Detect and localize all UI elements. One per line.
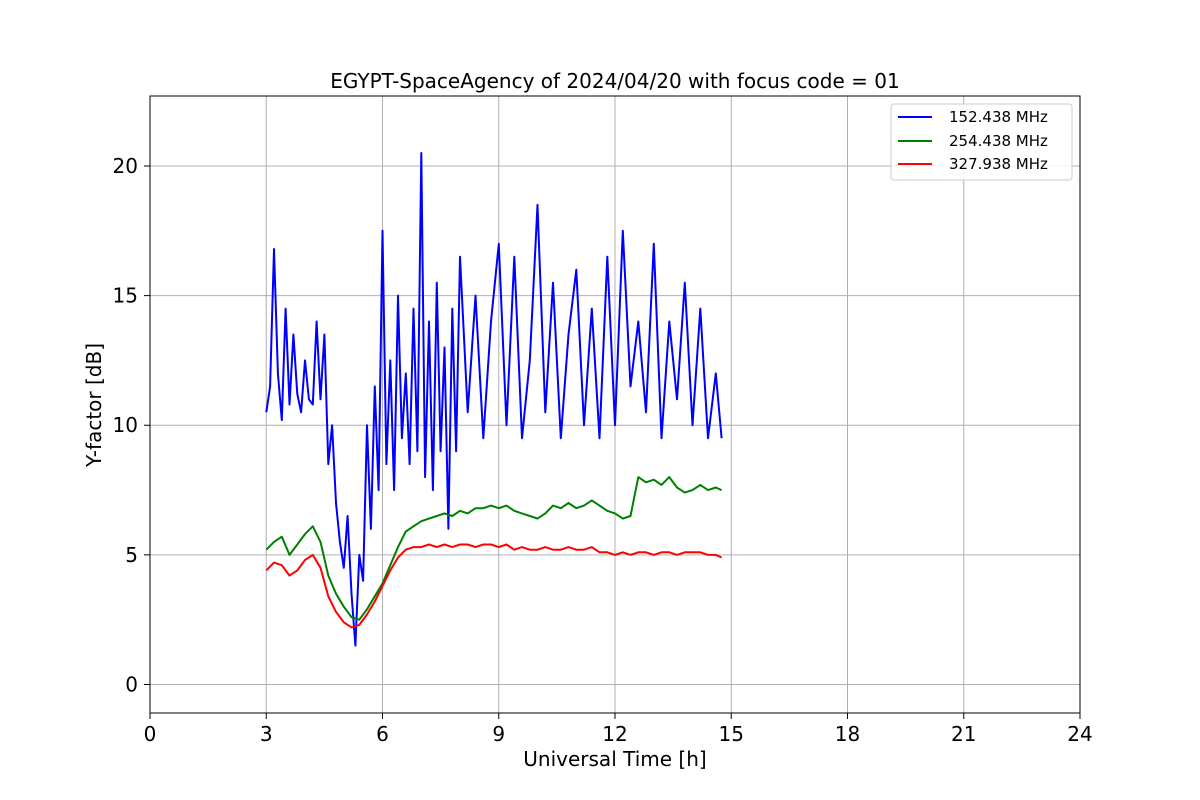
x-tick-label: 24	[1067, 722, 1092, 746]
y-tick-label: 20	[113, 154, 138, 178]
series-line-3	[265, 543, 723, 629]
series-group	[265, 152, 723, 647]
x-tick-label: 21	[951, 722, 976, 746]
x-axis-title: Universal Time [h]	[523, 747, 706, 771]
chart-title: EGYPT-SpaceAgency of 2024/04/20 with foc…	[330, 69, 899, 93]
y-tick-label: 5	[125, 543, 138, 567]
legend-box	[890, 103, 1073, 181]
y-tick-label: 15	[113, 284, 138, 308]
x-tick-label: 18	[835, 722, 860, 746]
x-tick-label: 9	[492, 722, 505, 746]
x-tick-label: 3	[260, 722, 273, 746]
x-tick-label: 12	[602, 722, 627, 746]
series-line-1	[265, 152, 723, 647]
ticks: 0 3 6 9 12 15 18 21 24 0 5 10 15 20	[113, 154, 1093, 746]
legend-label-152: 152.438 MHz	[949, 108, 1048, 126]
y-axis-title: Y-factor [dB]	[82, 343, 106, 468]
legend-label-254: 254.438 MHz	[949, 132, 1048, 150]
series-line-2	[265, 476, 723, 621]
x-tick-label: 6	[376, 722, 389, 746]
x-tick-label: 0	[144, 722, 157, 746]
legend: 152.438 MHz 254.438 MHz 327.938 MHz	[890, 103, 1073, 181]
x-tick-label: 15	[719, 722, 744, 746]
legend-label-327: 327.938 MHz	[949, 155, 1048, 173]
y-tick-label: 10	[113, 413, 138, 437]
y-tick-label: 0	[125, 672, 138, 696]
